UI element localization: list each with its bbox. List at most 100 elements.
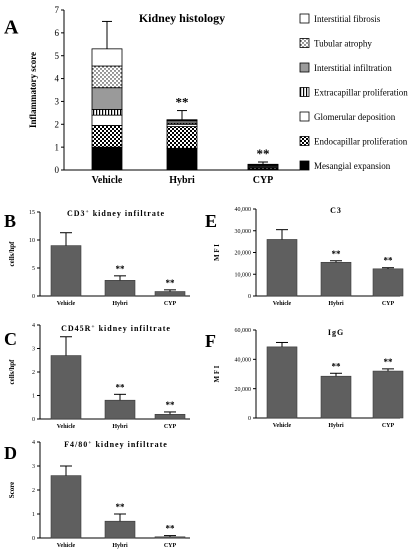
y-tick-label: 40,000 xyxy=(235,357,252,363)
legend-label: Tubular atrophy xyxy=(314,39,372,49)
chart-title: Kidney histology xyxy=(139,11,225,25)
significance-marker: ** xyxy=(332,249,342,259)
y-tick-label: 40,000 xyxy=(235,207,252,213)
bar xyxy=(372,268,404,297)
y-tick-label: 2 xyxy=(32,488,35,494)
x-tick-label: Vehicle xyxy=(273,301,292,307)
bar xyxy=(104,280,136,297)
panel-letter: B xyxy=(4,211,16,231)
significance-marker: ** xyxy=(257,146,270,161)
bar xyxy=(154,291,186,297)
legend-label: Interstitial infiltration xyxy=(314,63,392,73)
bar xyxy=(154,413,186,420)
legend-swatch xyxy=(299,111,310,122)
y-axis-label: cells/hpf xyxy=(8,241,16,267)
x-tick-label: Vehicle xyxy=(57,424,76,430)
y-tick-label: 3 xyxy=(55,97,60,107)
legend-label: Extracapillar proliferation xyxy=(314,88,408,98)
x-tick-label: CYP xyxy=(164,301,177,307)
y-tick-label: 20,000 xyxy=(235,387,252,393)
y-tick-label: 0 xyxy=(32,536,35,542)
y-tick-label: 60,000 xyxy=(235,328,252,334)
y-tick-label: 1 xyxy=(32,394,35,400)
y-tick-label: 10 xyxy=(29,238,35,244)
y-tick-label: 0 xyxy=(248,294,251,300)
stack-segment xyxy=(91,87,123,110)
y-axis-label: M F I xyxy=(213,365,221,382)
x-tick-label: Vehicle xyxy=(57,301,76,307)
chart-title: CD3+ kidney infiltrate xyxy=(67,209,165,218)
y-tick-label: 30,000 xyxy=(235,229,252,235)
significance-marker: ** xyxy=(332,361,342,371)
legend-label: Endocapillar proliferation xyxy=(314,137,408,147)
y-tick-label: 1 xyxy=(32,512,35,518)
y-tick-label: 7 xyxy=(55,5,60,15)
legend-swatch xyxy=(299,87,310,97)
y-tick-label: 0 xyxy=(32,294,35,300)
panel-f: F IgG 0 20,000 40,000 60,000 M F I Vehicle ** Hyb… xyxy=(205,328,404,429)
stack-segment xyxy=(91,65,123,89)
chart-title: IgG xyxy=(328,328,344,337)
significance-marker: ** xyxy=(166,278,176,288)
panel-letter: E xyxy=(205,211,217,231)
panel-b: B CD3+ kidney infiltrate 0 5 10 15 cells/hpf Ve… xyxy=(4,209,190,307)
panel-a: A Kidney histology 0 1 2 3 4 5 6 7 Inflammatory sc… xyxy=(4,5,408,186)
legend-swatch xyxy=(299,136,310,146)
x-tick-label: Vehicle xyxy=(92,175,123,186)
bar xyxy=(50,475,82,539)
bar xyxy=(50,245,82,297)
chart-title: C3 xyxy=(330,206,342,215)
y-tick-label: 1 xyxy=(55,142,60,152)
legend-label: Interstitial fibrosis xyxy=(314,14,381,24)
bar xyxy=(104,399,136,420)
y-axis-label: Score xyxy=(8,482,16,499)
significance-marker: ** xyxy=(384,357,394,367)
y-axis-label: M F I xyxy=(213,244,221,261)
panel-letter: C xyxy=(4,329,17,349)
x-tick-label: Hybri xyxy=(169,175,195,186)
bar xyxy=(320,261,352,297)
significance-marker: ** xyxy=(166,524,176,534)
stack-segment xyxy=(91,125,123,148)
y-tick-label: 10,000 xyxy=(235,272,252,278)
y-tick-label: 20,000 xyxy=(235,251,252,257)
significance-marker: ** xyxy=(384,256,394,266)
bar xyxy=(266,346,298,419)
x-tick-label: Hybri xyxy=(328,423,344,429)
significance-marker: ** xyxy=(166,400,176,410)
y-tick-label: 4 xyxy=(32,323,35,329)
stack-segment xyxy=(91,146,123,171)
significance-marker: ** xyxy=(116,382,126,392)
legend-swatch xyxy=(299,13,310,24)
y-axis-label: cells/hpf xyxy=(8,359,16,385)
y-tick-label: 0 xyxy=(248,416,251,422)
y-tick-label: 2 xyxy=(55,119,60,129)
panel-e: E C3 0 10,000 20,000 30,000 40,000 M F I Vehicle… xyxy=(205,206,404,307)
stack-segment xyxy=(166,147,198,171)
y-axis-label: Inflammatory score xyxy=(28,52,38,128)
chart-title: F4/80+ kidney infiltrate xyxy=(64,440,168,449)
panel-d: D F4/80+ kidney infiltrate 0 1 2 3 4 Score Vehic… xyxy=(4,440,190,549)
x-tick-label: Hybri xyxy=(112,424,128,430)
panel-c: C CD45R+ kidney infiltrate 0 1 2 3 4 cells/hpf V… xyxy=(4,323,190,430)
y-tick-label: 3 xyxy=(32,347,35,353)
legend-label: Mesangial expansion xyxy=(314,161,391,171)
y-tick-label: 4 xyxy=(32,440,35,446)
legend-swatch xyxy=(299,38,310,48)
x-tick-label: Hybri xyxy=(112,301,128,307)
y-tick-label: 15 xyxy=(29,210,35,216)
x-tick-label: CYP xyxy=(253,175,274,186)
stack-segment xyxy=(166,126,198,149)
y-tick-label: 3 xyxy=(32,464,35,470)
bar xyxy=(154,536,186,539)
x-tick-label: Hybri xyxy=(328,301,344,307)
y-tick-label: 5 xyxy=(55,51,60,61)
significance-marker: ** xyxy=(176,95,189,110)
legend-label: Glomerular deposition xyxy=(314,112,396,122)
panel-letter: D xyxy=(4,443,17,463)
x-tick-label: CYP xyxy=(164,424,177,430)
bar xyxy=(320,375,352,419)
y-tick-label: 4 xyxy=(55,74,60,84)
x-tick-label: CYP xyxy=(382,301,395,307)
